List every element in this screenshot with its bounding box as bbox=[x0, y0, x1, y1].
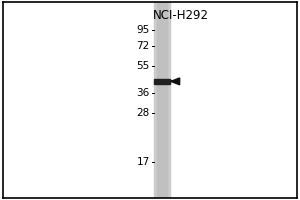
Text: 28: 28 bbox=[136, 108, 150, 118]
Bar bbox=[157, 2, 166, 198]
Text: 17: 17 bbox=[136, 157, 150, 167]
Text: 72: 72 bbox=[136, 41, 150, 51]
Polygon shape bbox=[171, 78, 180, 85]
Text: NCI-H292: NCI-H292 bbox=[153, 9, 209, 22]
Text: 95: 95 bbox=[136, 25, 150, 35]
Bar bbox=[154, 79, 170, 84]
Text: 36: 36 bbox=[136, 88, 150, 98]
Text: 55: 55 bbox=[136, 61, 150, 71]
Bar bbox=[154, 2, 170, 198]
